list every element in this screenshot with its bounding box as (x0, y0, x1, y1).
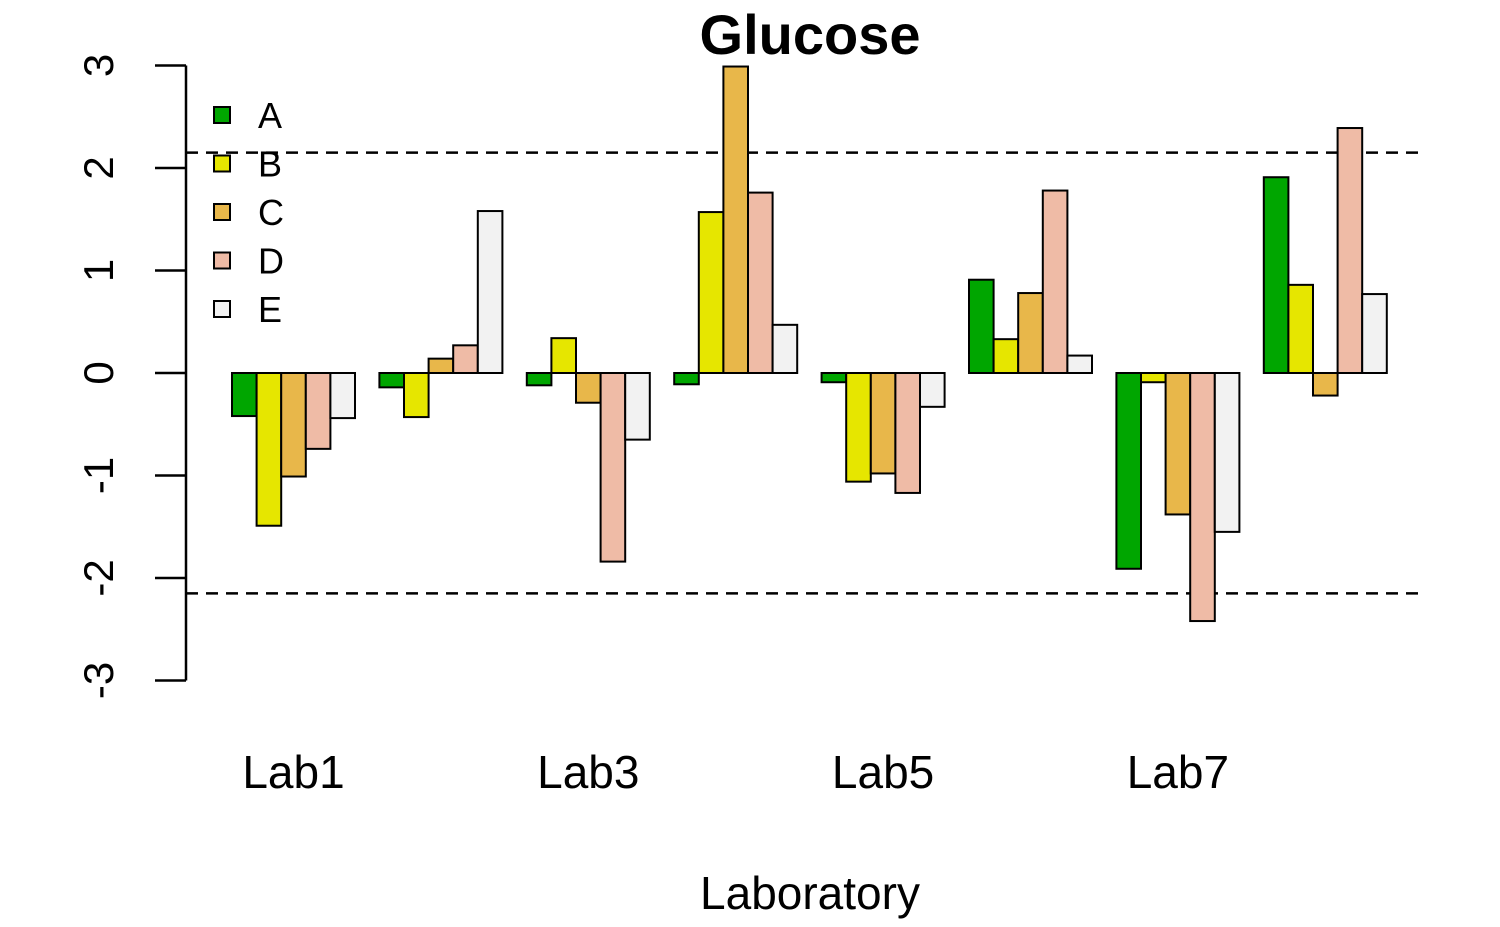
bar-lab4-a (673, 372, 700, 386)
bar-lab1-c (280, 372, 307, 478)
y-tick-label: 2 (75, 156, 122, 179)
bar-lab1-e (329, 372, 356, 420)
y-tick-label: 1 (75, 259, 122, 282)
bar-lab6-a (968, 278, 995, 375)
bar-lab2-e (476, 210, 504, 374)
bar-lab7-d (1189, 372, 1216, 623)
bar-lab3-b (550, 337, 578, 374)
x-tick-label: Lab3 (537, 746, 639, 798)
bar-lab8-e (1361, 293, 1388, 375)
x-tick-label: Lab5 (832, 746, 934, 798)
legend-label-a: A (258, 95, 282, 136)
x-axis-label: Laboratory (700, 867, 920, 919)
y-tick-label: -2 (75, 559, 122, 596)
bar-lab6-b (992, 338, 1020, 374)
legend-label-c: C (258, 192, 284, 233)
bar-lab8-b (1287, 283, 1315, 375)
bar-lab4-e (771, 323, 799, 375)
bar-lab5-b (845, 372, 872, 483)
bar-lab7-a (1115, 372, 1143, 570)
bars (231, 65, 1388, 623)
legend-swatch-a (213, 106, 231, 124)
bar-lab4-c (722, 65, 750, 375)
x-tick-label: Lab1 (242, 746, 344, 798)
bar-lab4-b (697, 211, 725, 374)
bar-lab8-d (1336, 127, 1364, 374)
bar-lab2-a (378, 372, 405, 389)
legend-swatch-b (213, 154, 231, 173)
bar-lab4-d (747, 191, 774, 374)
bar-lab6-d (1041, 189, 1069, 374)
bar-lab8-a (1262, 176, 1290, 374)
y-axis: 3 2 1 0 -1 -2 -3 (75, 54, 188, 699)
x-tick-label: Lab7 (1127, 746, 1229, 798)
bar-lab1-a (231, 372, 258, 418)
bar-lab5-c (869, 372, 897, 475)
bar-lab6-e (1066, 354, 1094, 375)
bar-lab5-a (820, 372, 848, 384)
bar-lab8-c (1312, 372, 1339, 397)
y-tick-label: 0 (75, 361, 122, 384)
y-tick-label: -3 (75, 662, 122, 699)
bar-lab7-c (1164, 372, 1192, 516)
bar-lab2-c (427, 357, 455, 374)
legend-label-d: D (258, 241, 284, 282)
legend-swatch-d (213, 251, 231, 270)
legend-swatch-e (213, 300, 231, 318)
bar-lab1-b (255, 372, 283, 527)
bar-lab1-d (304, 372, 332, 450)
bar-lab3-a (525, 372, 553, 387)
legend-label-e: E (258, 289, 282, 330)
bar-lab5-d (894, 372, 922, 494)
bar-lab7-e (1213, 372, 1241, 533)
legend-label-b: B (258, 144, 282, 185)
bar-lab2-b (403, 372, 430, 419)
bar-lab3-c (575, 372, 602, 404)
bar-lab5-e (919, 372, 946, 408)
x-tick-labels: Lab1 Lab3 Lab5 Lab7 (242, 746, 1229, 798)
bar-lab7-b (1140, 372, 1167, 384)
bar-lab6-c (1017, 292, 1044, 374)
y-tick-label: -1 (75, 457, 122, 494)
legend-swatch-c (213, 203, 231, 221)
reference-lines (186, 151, 1425, 595)
y-tick-label: 3 (75, 54, 122, 77)
bar-lab3-e (624, 372, 651, 441)
bar-lab3-d (599, 372, 627, 563)
chart-title: Glucose (700, 3, 921, 66)
bar-lab2-d (452, 344, 479, 375)
